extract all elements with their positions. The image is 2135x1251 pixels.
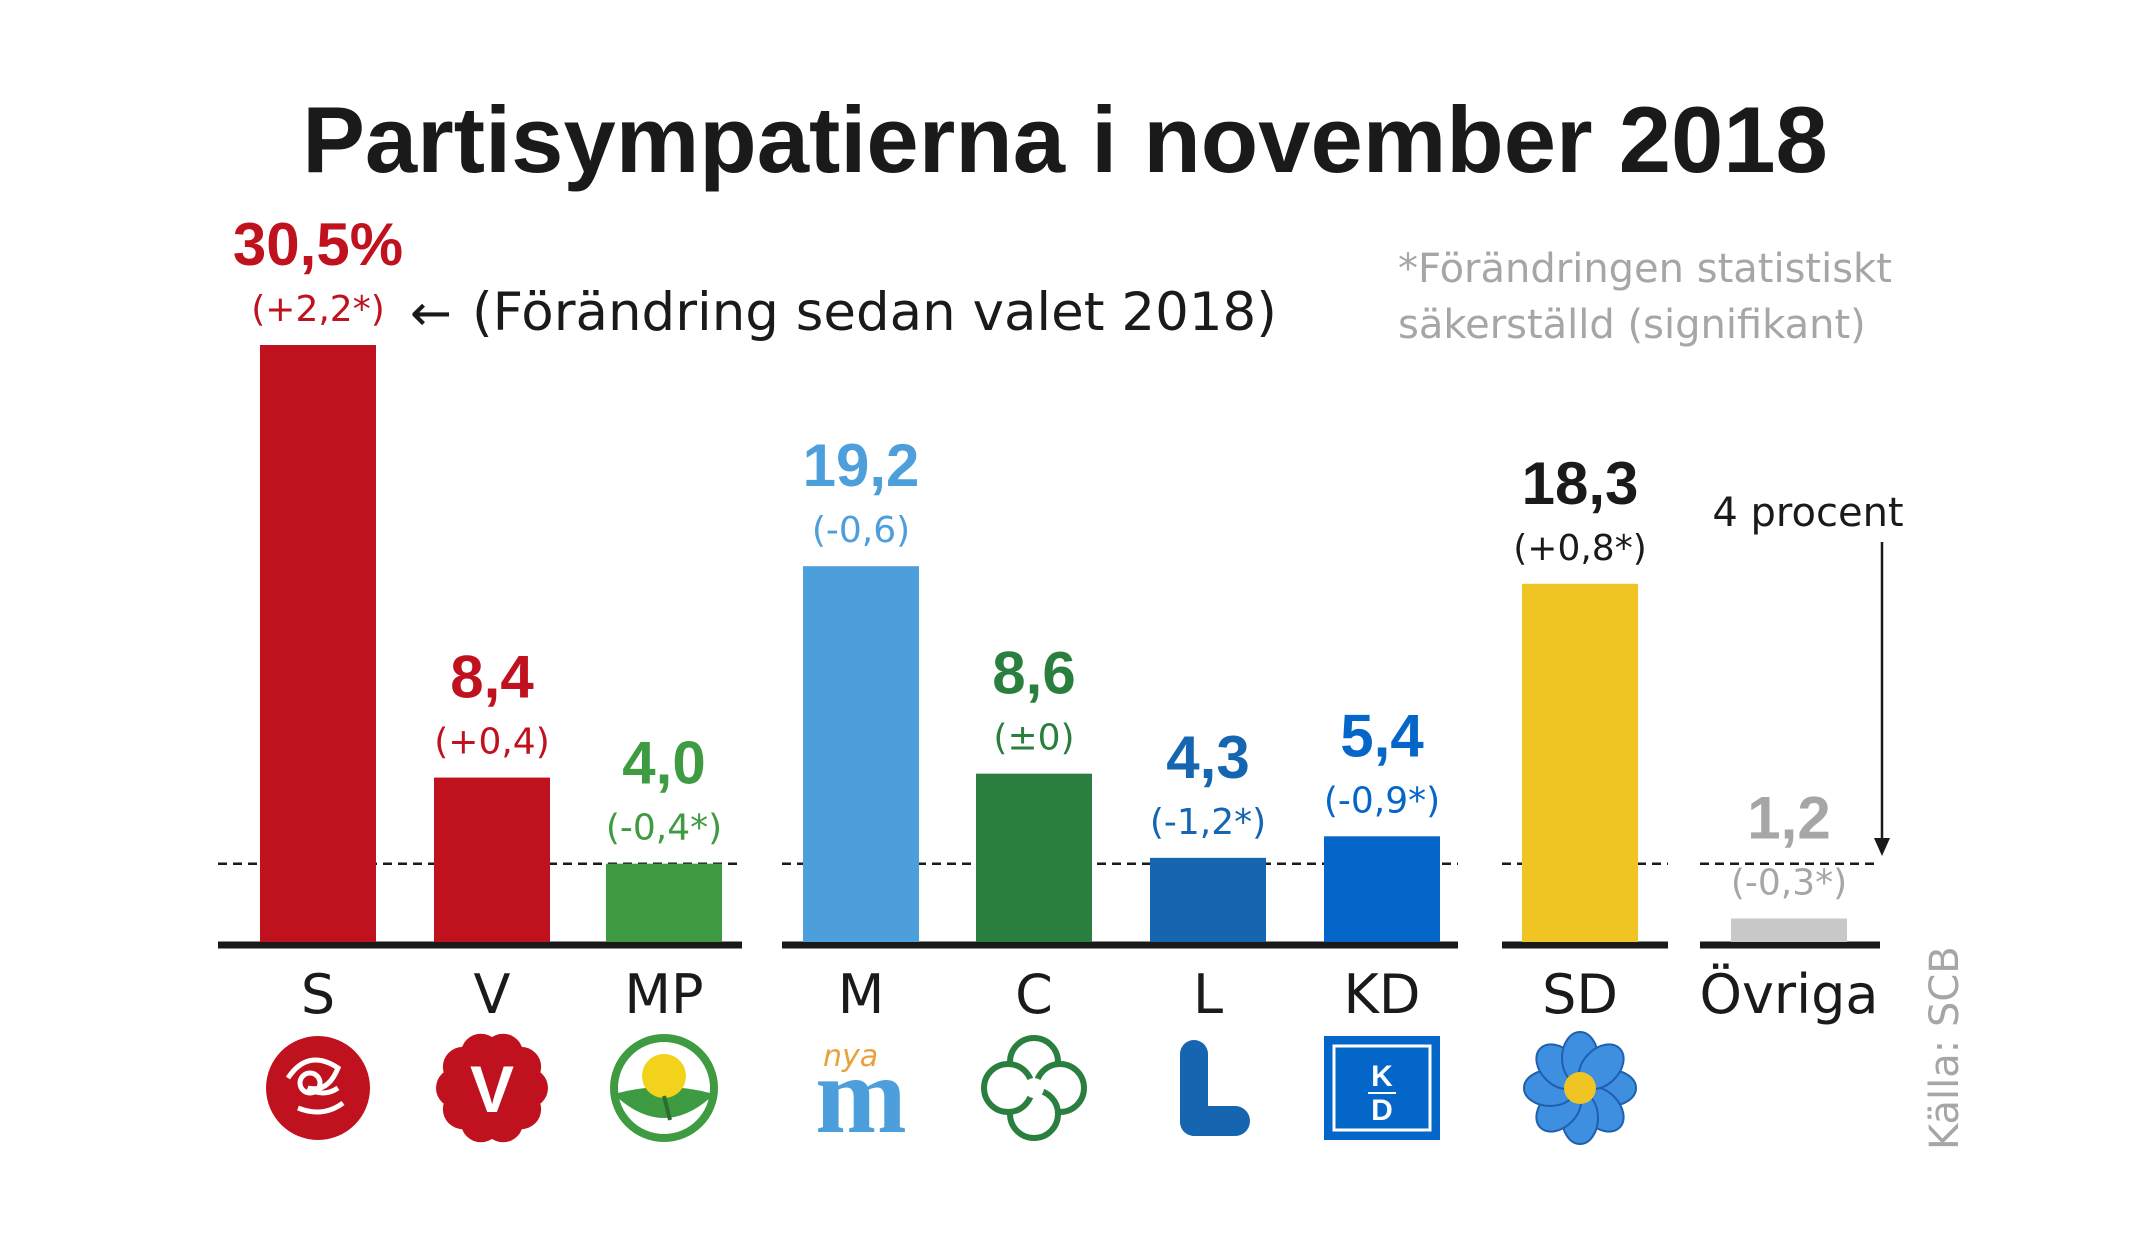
change-label-s: (+2,2*) [251, 289, 385, 330]
v-logo-icon: V [436, 1033, 548, 1143]
svg-text:D: D [1371, 1094, 1393, 1127]
l-logo-icon [1180, 1040, 1250, 1136]
svg-text:V: V [470, 1052, 514, 1126]
value-label-v: 8,4 [450, 644, 534, 711]
category-label-ovriga: Övriga [1699, 963, 1878, 1026]
hepatica-flower-icon [1523, 1031, 1637, 1145]
category-label-mp: MP [624, 963, 703, 1026]
change-label-l: (-1,2*) [1150, 802, 1266, 843]
change-label-kd: (-0,9*) [1324, 780, 1440, 821]
bar-m [803, 566, 919, 942]
svg-text:K: K [1371, 1060, 1393, 1093]
change-label-v: (+0,4) [434, 722, 550, 763]
annotation-text: (Förändring sedan valet 2018) [472, 282, 1277, 343]
annotation-arrow-icon: ← [410, 284, 452, 342]
threshold-arrow-head-icon [1874, 838, 1890, 856]
bar-ovriga [1731, 918, 1847, 942]
category-label-sd: SD [1542, 963, 1618, 1026]
significance-note: *Förändringen statistiskt säkerställd (s… [1398, 246, 1892, 348]
change-label-sd: (+0,8*) [1513, 528, 1647, 569]
value-label-mp: 4,0 [622, 730, 705, 797]
category-labels: S V MP M C L KD SD Övriga [301, 963, 1879, 1026]
source-label: Källa: SCB [1922, 946, 1968, 1150]
value-label-sd: 18,3 [1522, 450, 1639, 517]
bar-kd [1324, 836, 1440, 942]
svg-text:nya: nya [823, 1039, 878, 1074]
bar-mp [606, 863, 722, 942]
value-label-s: 30,5% [233, 211, 403, 278]
value-label-m: 19,2 [803, 432, 920, 499]
value-label-c: 8,6 [992, 640, 1075, 707]
bar-c [976, 773, 1092, 942]
category-label-m: M [838, 963, 885, 1026]
bars [260, 345, 1847, 942]
svg-text:m: m [815, 1034, 907, 1156]
threshold-indicator: 4 procent [1712, 490, 1904, 856]
kd-logo-icon: KD [1324, 1036, 1440, 1140]
rose-icon [266, 1036, 370, 1140]
value-labels: 30,5% 8,4 4,0 19,2 8,6 4,3 5,4 18,3 1,2 [233, 211, 1831, 852]
category-label-v: V [474, 963, 511, 1026]
category-label-c: C [1015, 963, 1053, 1026]
change-label-mp: (-0,4*) [606, 808, 722, 849]
bar-l [1150, 857, 1266, 942]
value-label-l: 4,3 [1166, 724, 1249, 791]
category-label-kd: KD [1344, 963, 1421, 1026]
value-label-kd: 5,4 [1340, 702, 1424, 769]
change-labels: (+2,2*) (+0,4) (-0,4*) (-0,6) (±0) (-1,2*) (-0… [251, 289, 1847, 904]
category-label-l: L [1193, 963, 1223, 1026]
change-label-ovriga: (-0,3*) [1731, 863, 1847, 904]
category-label-s: S [301, 963, 335, 1026]
change-annotation: ← (Förändring sedan valet 2018) [410, 282, 1277, 343]
bar-s [260, 345, 376, 942]
value-label-ovriga: 1,2 [1747, 785, 1830, 852]
change-label-c: (±0) [993, 718, 1074, 759]
dandelion-icon [610, 1034, 718, 1142]
note-line-2: säkerställd (signifikant) [1398, 302, 1866, 348]
bar-v [434, 777, 550, 942]
bar-sd [1522, 583, 1638, 942]
change-label-m: (-0,6) [812, 510, 910, 551]
clover-icon [981, 1035, 1087, 1141]
note-line-1: *Förändringen statistiskt [1398, 246, 1892, 292]
chart-title: Partisympatierna i november 2018 [302, 87, 1828, 192]
threshold-label: 4 procent [1712, 490, 1903, 536]
